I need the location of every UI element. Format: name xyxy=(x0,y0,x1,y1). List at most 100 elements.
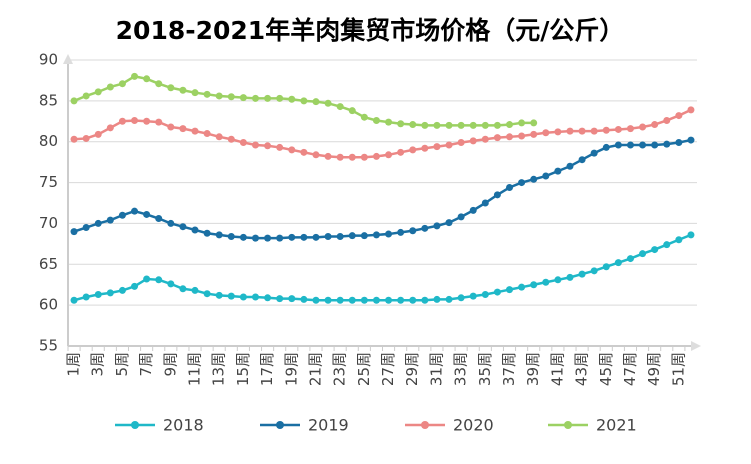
y-axis-arrow xyxy=(63,54,73,64)
data-point xyxy=(155,276,163,284)
legend-marker xyxy=(421,421,429,429)
data-point xyxy=(167,219,175,227)
data-point xyxy=(70,135,78,143)
data-point xyxy=(324,152,332,160)
data-point xyxy=(397,148,405,156)
legend-marker xyxy=(276,421,284,429)
data-point xyxy=(409,146,417,154)
data-point xyxy=(433,222,441,230)
series-line xyxy=(73,233,692,302)
data-point xyxy=(239,293,247,301)
x-tick-label: 3周 xyxy=(89,352,107,377)
data-point xyxy=(106,216,114,224)
data-point xyxy=(70,97,78,105)
data-point xyxy=(530,281,538,289)
data-point xyxy=(300,97,308,105)
data-point xyxy=(215,291,223,299)
data-point xyxy=(118,286,126,294)
data-point xyxy=(421,224,429,232)
x-tick-label: 39周 xyxy=(524,352,542,386)
x-tick-label: 21周 xyxy=(306,352,324,386)
x-tick-label: 37周 xyxy=(500,352,518,386)
data-point xyxy=(554,276,562,284)
data-point xyxy=(227,93,235,101)
data-point xyxy=(530,119,538,127)
x-tick-label: 11周 xyxy=(186,352,204,386)
data-point xyxy=(312,296,320,304)
data-point xyxy=(506,121,514,129)
data-point xyxy=(457,121,465,129)
data-point xyxy=(191,286,199,294)
data-point xyxy=(457,294,465,302)
y-tick-label: 55 xyxy=(39,337,58,355)
data-point xyxy=(264,142,272,150)
data-point xyxy=(372,296,380,304)
data-point xyxy=(675,112,683,120)
y-tick-label: 65 xyxy=(39,255,58,273)
data-point xyxy=(687,106,695,114)
data-point xyxy=(639,250,647,258)
data-point xyxy=(469,292,477,300)
data-point xyxy=(651,141,659,149)
data-point xyxy=(578,127,586,135)
data-point xyxy=(602,126,610,134)
data-point xyxy=(82,134,90,142)
y-tick-label: 90 xyxy=(39,51,58,69)
data-point xyxy=(167,123,175,131)
x-tick-label: 1周 xyxy=(65,352,83,377)
legend-label: 2021 xyxy=(596,416,637,435)
data-point xyxy=(469,206,477,214)
data-point xyxy=(106,83,114,91)
data-point xyxy=(626,141,634,149)
x-tick-label: 41周 xyxy=(548,352,566,386)
data-point xyxy=(651,246,659,254)
data-point xyxy=(300,233,308,241)
data-point xyxy=(433,121,441,129)
data-point xyxy=(542,172,550,180)
x-tick-label: 51周 xyxy=(669,352,687,386)
data-point xyxy=(409,121,417,129)
series-line xyxy=(73,108,692,159)
data-point xyxy=(493,121,501,129)
data-point xyxy=(626,255,634,263)
data-point xyxy=(542,278,550,286)
data-point xyxy=(493,134,501,142)
data-point xyxy=(421,296,429,304)
data-point xyxy=(566,127,574,135)
data-point xyxy=(227,233,235,241)
x-tick-label: 45周 xyxy=(597,352,615,386)
data-point xyxy=(251,94,259,102)
data-point xyxy=(324,296,332,304)
data-point xyxy=(191,226,199,234)
data-point xyxy=(251,234,259,242)
data-point xyxy=(445,219,453,227)
data-point xyxy=(118,117,126,125)
data-point xyxy=(590,267,598,275)
data-point xyxy=(360,153,368,161)
x-tick-label: 29周 xyxy=(403,352,421,386)
data-point xyxy=(397,296,405,304)
data-point xyxy=(445,141,453,149)
data-point xyxy=(469,137,477,145)
data-point xyxy=(433,295,441,303)
data-point xyxy=(143,275,151,283)
chart-title: 2018-2021年羊肉集贸市场价格（元/公斤） xyxy=(116,16,625,45)
data-point xyxy=(675,236,683,244)
data-point xyxy=(288,233,296,241)
data-point xyxy=(445,121,453,129)
data-point xyxy=(530,175,538,183)
x-tick-label: 7周 xyxy=(137,352,155,377)
data-point xyxy=(360,296,368,304)
data-point xyxy=(131,282,139,290)
data-point xyxy=(602,143,610,151)
data-point xyxy=(372,231,380,239)
data-point xyxy=(191,89,199,97)
x-tick-label: 27周 xyxy=(379,352,397,386)
data-point xyxy=(203,130,211,138)
data-point xyxy=(203,229,211,237)
data-point xyxy=(70,228,78,236)
data-point xyxy=(421,121,429,129)
y-tick-label: 70 xyxy=(39,214,58,232)
data-point xyxy=(82,92,90,100)
